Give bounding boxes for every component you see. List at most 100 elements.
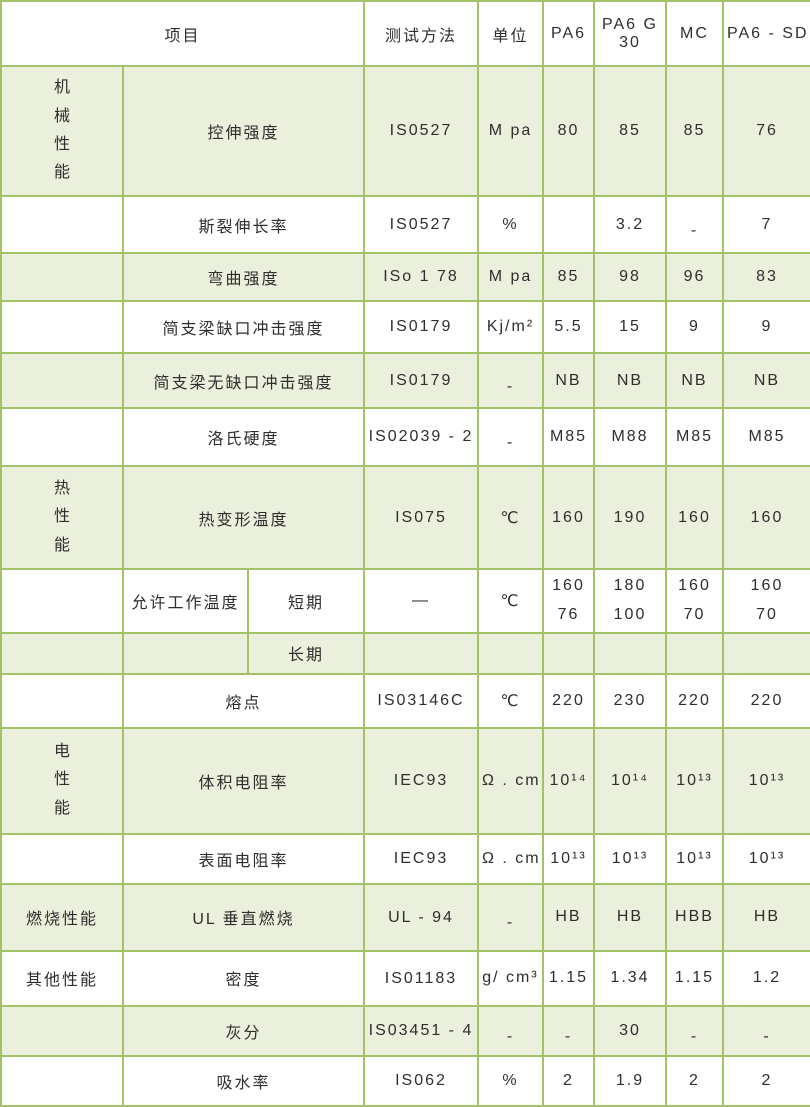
- cell-value: -: [665, 195, 724, 254]
- cell-value: 190: [593, 465, 667, 570]
- table-row: 其他性能 密度 IS01183 g/ cm³ 1.15 1.34 1.15 1.…: [0, 949, 810, 1007]
- header-row: 项目 测试方法 单位 PA6 PA6 G30 MC PA6 - SD: [0, 0, 810, 67]
- cell-category: [0, 352, 124, 409]
- cell-value: [593, 631, 667, 675]
- cell-method: —: [363, 568, 479, 634]
- table-row: 长期: [0, 631, 810, 675]
- cell-value: 10¹⁴: [593, 726, 667, 835]
- cell-value: -: [722, 1004, 810, 1057]
- cell-unit: ℃: [477, 672, 544, 729]
- cell-value: 9: [722, 300, 810, 354]
- cell-item: 表面电阻率: [122, 832, 365, 885]
- cell-value: 10¹⁴: [542, 726, 595, 835]
- cell-method: IS062: [363, 1054, 479, 1107]
- category-label: 热性能: [53, 479, 70, 554]
- cell-item: [122, 631, 249, 675]
- cell-value: 160 70: [722, 568, 810, 634]
- cell-item: 允许工作温度: [122, 568, 249, 634]
- cell-unit: [477, 631, 544, 675]
- cell-unit: Ω . cm: [477, 726, 544, 835]
- cell-value: 160: [722, 465, 810, 570]
- cell-value: 2: [722, 1054, 810, 1107]
- cell-value: 160 70: [665, 568, 724, 634]
- cell-value: 160: [542, 465, 595, 570]
- cell-value: 1.34: [593, 949, 667, 1007]
- cell-value: 83: [722, 252, 810, 302]
- cell-value: [722, 631, 810, 675]
- cell-value: 85: [665, 65, 724, 197]
- cell-item: 简支梁缺口冲击强度: [122, 300, 365, 354]
- dash-value: -: [763, 1027, 771, 1045]
- cell-method: IS075: [363, 465, 479, 570]
- col-header-unit: 单位: [477, 0, 544, 67]
- col-header-mc: MC: [665, 0, 724, 67]
- table-row: 表面电阻率 IEC93 Ω . cm 10¹³ 10¹³ 10¹³ 10¹³: [0, 832, 810, 885]
- category-label: 机械性能: [53, 79, 70, 182]
- cell-category: [0, 1004, 124, 1057]
- cell-value: 15: [593, 300, 667, 354]
- cell-item: 热变形温度: [122, 465, 365, 570]
- cell-category: [0, 252, 124, 302]
- cell-value: 96: [665, 252, 724, 302]
- col-header-method: 测试方法: [363, 0, 479, 67]
- cell-value: -: [665, 1004, 724, 1057]
- cell-method: IS03451 - 4: [363, 1004, 479, 1057]
- cell-value: 180 100: [593, 568, 667, 634]
- table-row: 弯曲强度 ISo 1 78 M pa 85 98 96 83: [0, 252, 810, 302]
- cell-category: [0, 195, 124, 254]
- cell-method: IS01183: [363, 949, 479, 1007]
- table-row: 电性能 体积电阻率 IEC93 Ω . cm 10¹⁴ 10¹⁴ 10¹³ 10…: [0, 726, 810, 835]
- cell-value: 220: [665, 672, 724, 729]
- cell-value: 7: [722, 195, 810, 254]
- col-header-item: 项目: [0, 0, 365, 67]
- cell-item: 斯裂伸长率: [122, 195, 365, 254]
- table-row: 燃烧性能 UL 垂直燃烧 UL - 94 - HB HB HBB HB: [0, 882, 810, 952]
- cell-value: 10¹³: [665, 726, 724, 835]
- cell-category: 其他性能: [0, 949, 124, 1007]
- cell-item: 控伸强度: [122, 65, 365, 197]
- cell-value: M85: [722, 407, 810, 467]
- cell-category: 机械性能: [0, 65, 124, 197]
- cell-value: 1.15: [665, 949, 724, 1007]
- cell-unit: -: [477, 407, 544, 467]
- cell-value: 3.2: [593, 195, 667, 254]
- table-row: 吸水率 IS062 % 2 1.9 2 2: [0, 1054, 810, 1107]
- cell-value: 10¹³: [542, 832, 595, 885]
- cell-item: 密度: [122, 949, 365, 1007]
- cell-value: -: [542, 1004, 595, 1057]
- dash-value: -: [690, 221, 699, 239]
- cell-value: 2: [542, 1054, 595, 1107]
- cell-unit: -: [477, 1004, 544, 1057]
- table-row: 洛氏硬度 IS02039 - 2 - M85 M88 M85 M85: [0, 407, 810, 467]
- cell-unit: -: [477, 352, 544, 409]
- dash-value: -: [506, 1027, 515, 1045]
- dash-value: -: [564, 1027, 573, 1045]
- cell-method: IEC93: [363, 726, 479, 835]
- cell-value: HB: [542, 882, 595, 952]
- col-header-pa6g30: PA6 G30: [593, 0, 667, 67]
- cell-item: 吸水率: [122, 1054, 365, 1107]
- cell-unit: g/ cm³: [477, 949, 544, 1007]
- cell-category: [0, 300, 124, 354]
- cell-unit: -: [477, 882, 544, 952]
- cell-value: 85: [542, 252, 595, 302]
- table-row: 允许工作温度 短期 — ℃ 160 76 180 100 160 70 160 …: [0, 568, 810, 634]
- cell-value: 230: [593, 672, 667, 729]
- cell-value: 10¹³: [665, 832, 724, 885]
- cell-item: 体积电阻率: [122, 726, 365, 835]
- cell-value: 1.15: [542, 949, 595, 1007]
- cell-category: 电性能: [0, 726, 124, 835]
- table-row: 灰分 IS03451 - 4 - - 30 - -: [0, 1004, 810, 1057]
- cell-value: HBB: [665, 882, 724, 952]
- cell-method: UL - 94: [363, 882, 479, 952]
- table-row: 热性能 热变形温度 IS075 ℃ 160 190 160 160: [0, 465, 810, 570]
- cell-value: [542, 631, 595, 675]
- cell-value: NB: [722, 352, 810, 409]
- cell-value: HB: [593, 882, 667, 952]
- cell-category: [0, 1054, 124, 1107]
- cell-value: 80: [542, 65, 595, 197]
- dash-value: -: [690, 1027, 699, 1045]
- cell-value: 30: [593, 1004, 667, 1057]
